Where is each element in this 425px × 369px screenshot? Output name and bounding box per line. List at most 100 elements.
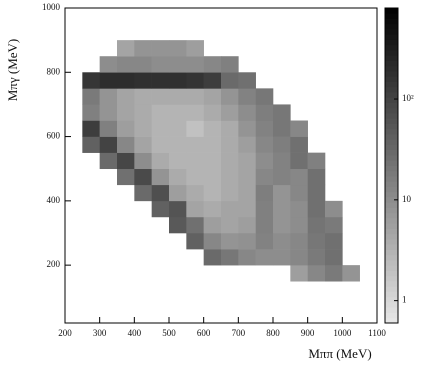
cell	[134, 56, 152, 73]
colorbar-frame	[384, 7, 399, 324]
cell	[203, 200, 222, 218]
cell	[238, 168, 256, 186]
cell	[273, 200, 291, 218]
cell	[169, 152, 187, 170]
cell	[151, 88, 170, 105]
cell	[203, 233, 222, 250]
cell	[238, 88, 256, 105]
cell	[255, 233, 274, 250]
cell	[325, 233, 343, 250]
colorbar-step	[385, 139, 398, 145]
cell	[117, 40, 135, 57]
colorbar-step	[385, 296, 398, 303]
colorbar-step	[385, 170, 398, 177]
colorbar-step	[385, 197, 398, 203]
cell	[238, 72, 256, 89]
colorbar-step	[385, 50, 398, 56]
cell	[169, 184, 187, 202]
y-tick-label: 600	[47, 131, 61, 141]
colorbar-step	[385, 118, 398, 124]
cell	[186, 136, 204, 153]
cell	[169, 40, 187, 57]
colorbar-step	[385, 181, 398, 187]
colorbar-step	[385, 291, 398, 298]
cell	[151, 56, 170, 73]
cell	[307, 168, 326, 186]
colorbar-step	[385, 160, 398, 166]
colorbar-step	[385, 23, 398, 30]
cell	[186, 104, 204, 121]
colorbar-step	[385, 86, 398, 93]
colorbar-step	[385, 144, 398, 151]
cell	[99, 104, 118, 121]
cell	[307, 265, 326, 282]
cell	[221, 200, 239, 218]
colorbar-step	[385, 202, 398, 208]
cell	[151, 184, 170, 202]
cell	[221, 168, 239, 186]
cell	[186, 168, 204, 186]
cell	[169, 104, 187, 121]
colorbar-step	[385, 265, 398, 271]
cell	[99, 88, 118, 105]
cell	[151, 72, 170, 89]
cell	[82, 136, 100, 153]
x-tick-label: 500	[162, 328, 176, 338]
cell	[151, 152, 170, 170]
cell	[134, 40, 152, 57]
y-tick-label: 400	[47, 195, 61, 205]
x-tick-label: 800	[266, 328, 280, 338]
cell	[82, 104, 100, 121]
cell	[203, 249, 222, 266]
x-tick-label: 400	[128, 328, 142, 338]
cell	[238, 249, 256, 266]
cell	[186, 233, 204, 250]
colorbar-step	[385, 81, 398, 88]
cell	[221, 216, 239, 234]
cell	[186, 40, 204, 57]
cell	[221, 120, 239, 137]
x-axis-label: Mππ (MeV)	[308, 346, 371, 361]
cell	[238, 200, 256, 218]
cell	[151, 40, 170, 57]
cell	[203, 120, 222, 137]
cell	[290, 168, 308, 186]
x-tick-label: 1000	[333, 328, 352, 338]
colorbar-step	[385, 149, 398, 156]
cell	[203, 152, 222, 170]
colorbar-step	[385, 275, 398, 282]
cell	[169, 56, 187, 73]
cell	[290, 152, 308, 170]
colorbar-step	[385, 186, 398, 193]
cell	[203, 136, 222, 153]
cell	[151, 136, 170, 153]
cell	[203, 184, 222, 202]
cell	[238, 136, 256, 153]
cell	[186, 120, 204, 137]
cell	[273, 216, 291, 234]
cell	[99, 120, 118, 137]
y-tick-label: 800	[47, 66, 61, 76]
cell	[186, 216, 204, 234]
colorbar-step	[385, 191, 398, 198]
colorbar-step	[385, 113, 398, 119]
cell	[169, 72, 187, 89]
cell	[290, 120, 308, 137]
colorbar-step	[385, 317, 398, 324]
cell	[238, 233, 256, 250]
colorbar-step	[385, 55, 398, 61]
cell	[325, 249, 343, 266]
cell	[255, 136, 274, 153]
colorbar-step	[385, 312, 398, 319]
cell	[134, 104, 152, 121]
colorbar-step	[385, 13, 398, 19]
x-tick-label: 600	[197, 328, 211, 338]
cell	[255, 88, 274, 105]
cell	[307, 216, 326, 234]
colorbar-step	[385, 244, 398, 250]
cell	[255, 152, 274, 170]
cell	[186, 88, 204, 105]
colorbar-step	[385, 107, 398, 114]
cell	[307, 200, 326, 218]
